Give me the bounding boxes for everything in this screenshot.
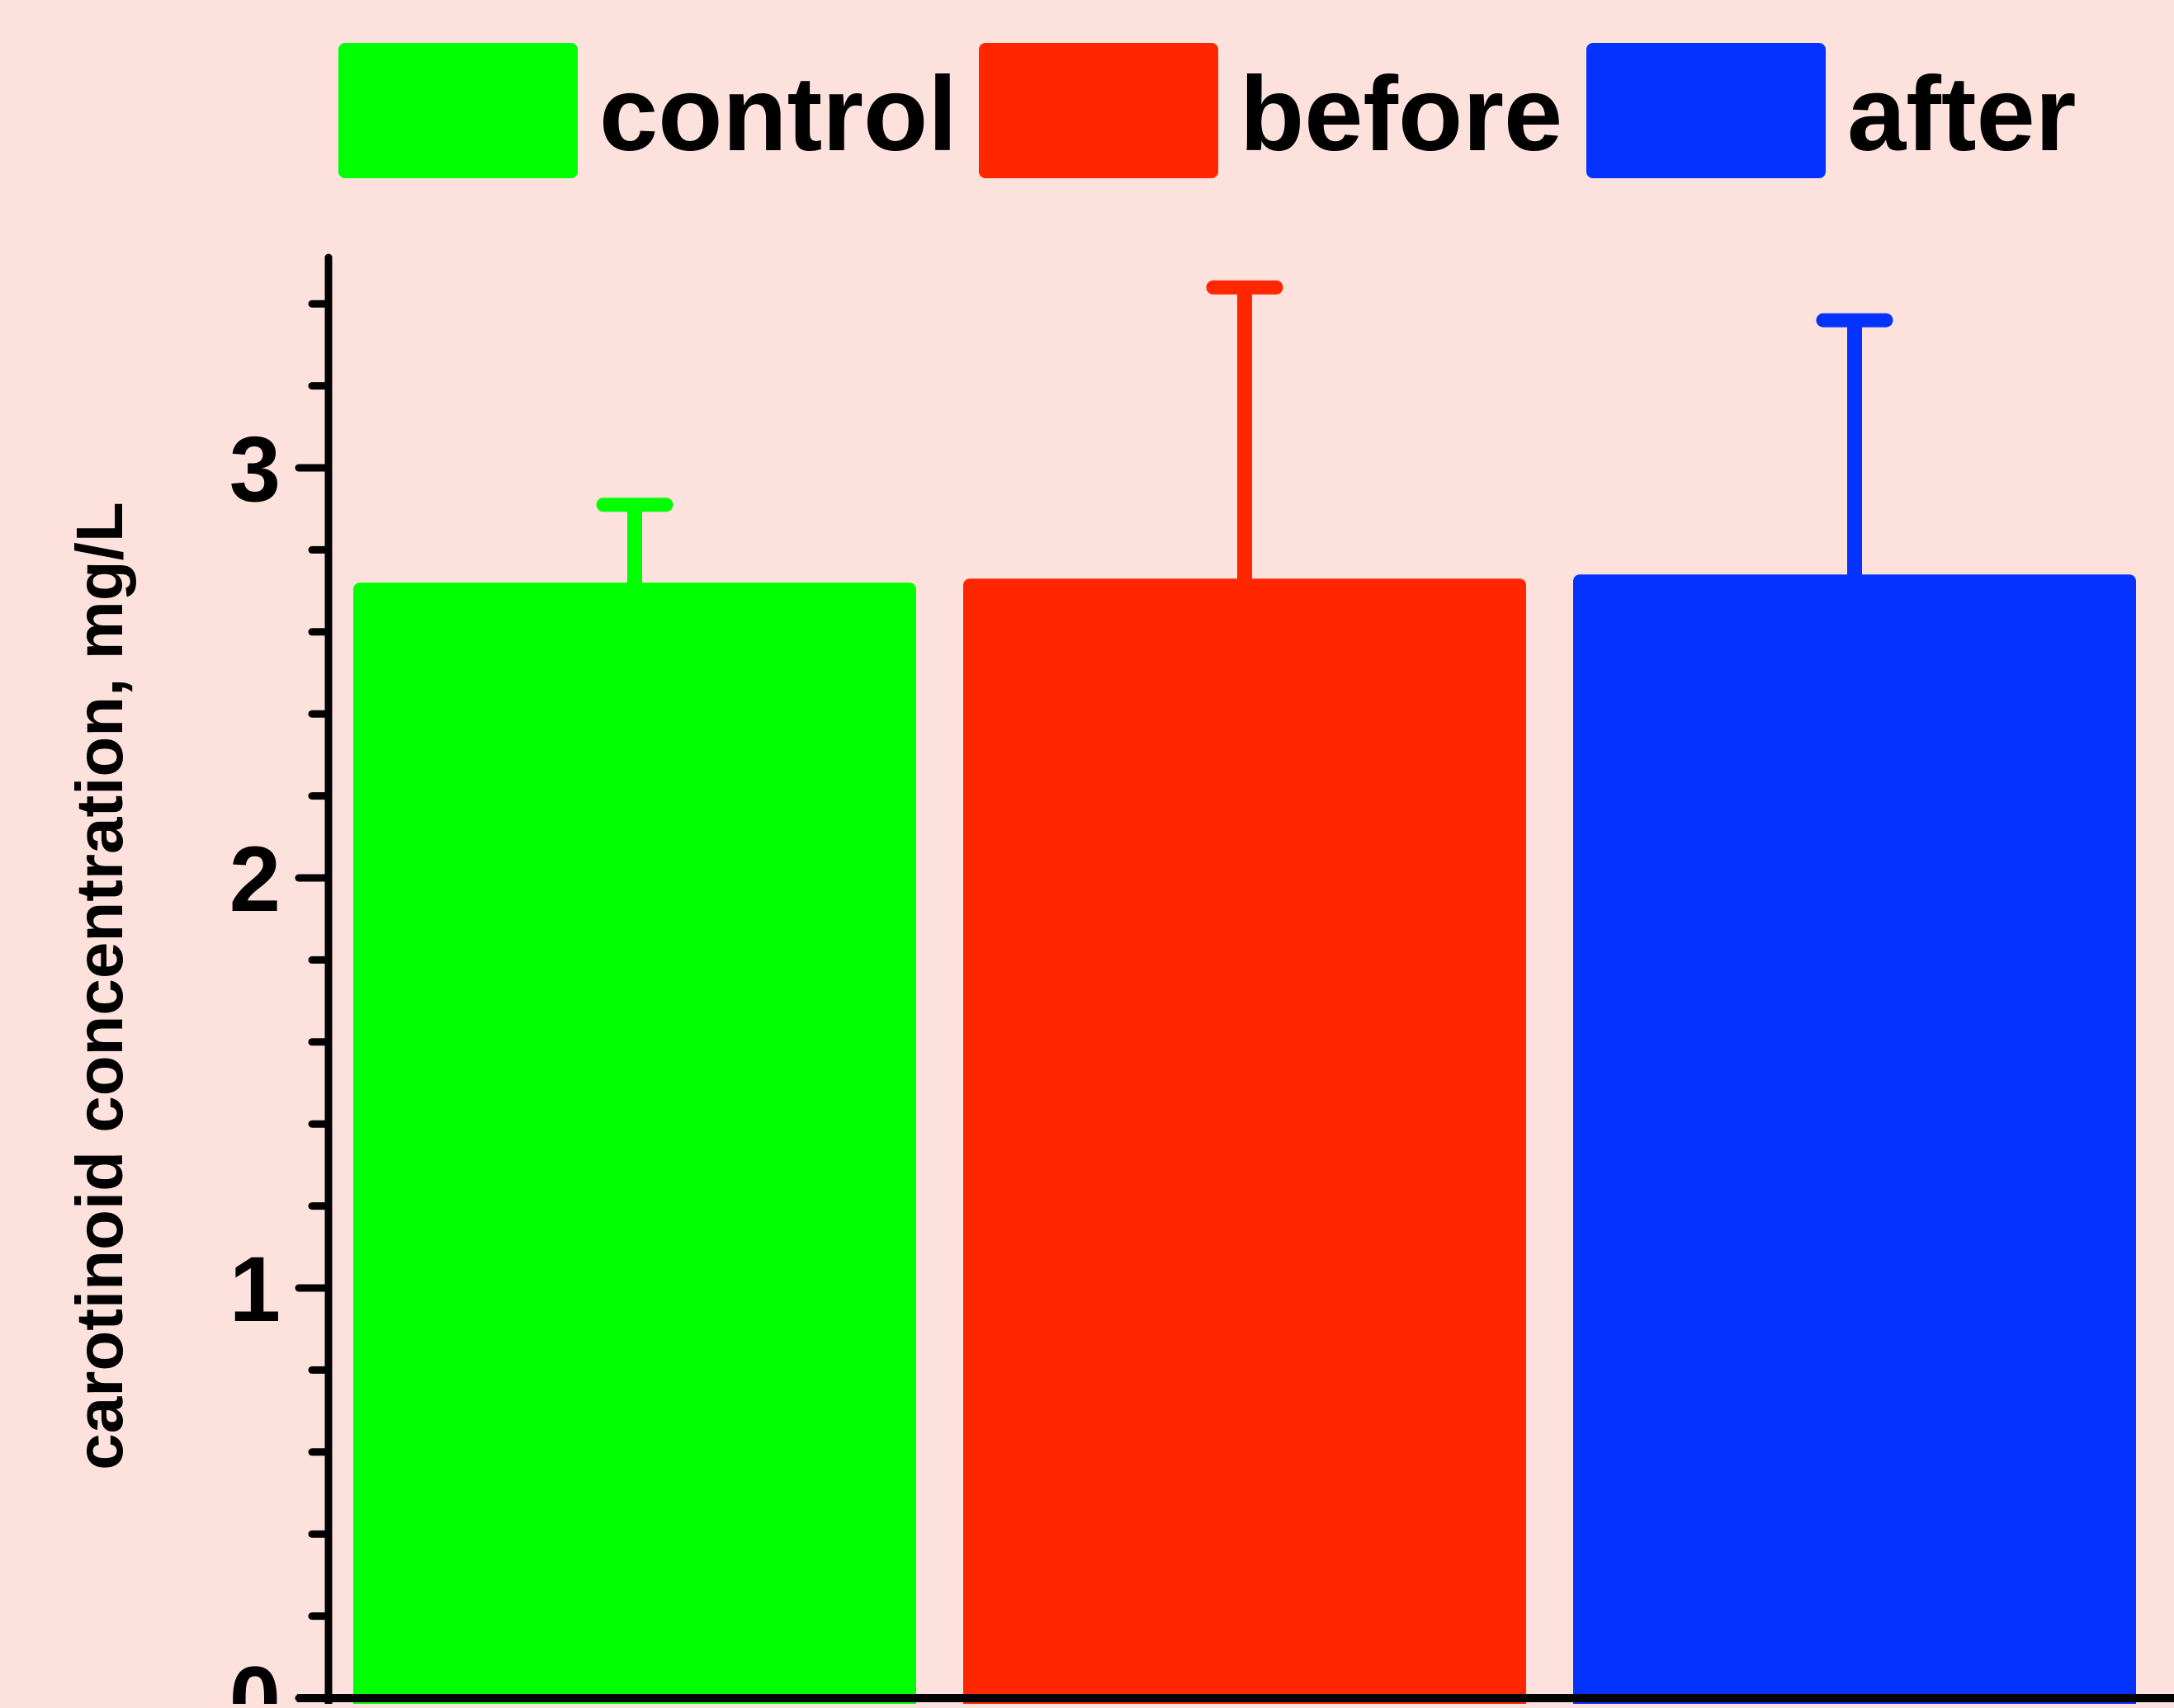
legend-label-after: after [1847, 55, 2076, 173]
legend-swatch-control [338, 43, 578, 178]
y-axis-label: carotinoid concentration, mg/L [63, 502, 136, 1470]
bars [353, 574, 2136, 1708]
legend-swatch-after [1586, 43, 1826, 178]
y-tick-label: 3 [229, 418, 281, 521]
legend-swatch-before [979, 43, 1218, 178]
legend-label-control: control [599, 55, 957, 173]
y-tick-label: 0 [229, 1648, 281, 1704]
y-axis: 0 1 2 3 [229, 253, 2174, 1708]
legend: control before after [338, 43, 2076, 178]
y-tick-label: 2 [229, 828, 281, 931]
bar-control [353, 583, 916, 1708]
y-tick-label: 1 [229, 1238, 281, 1341]
error-bars [596, 280, 1893, 585]
bar-after [1573, 574, 2136, 1708]
legend-label-before: before [1240, 55, 1562, 173]
bar-before [963, 578, 1526, 1708]
